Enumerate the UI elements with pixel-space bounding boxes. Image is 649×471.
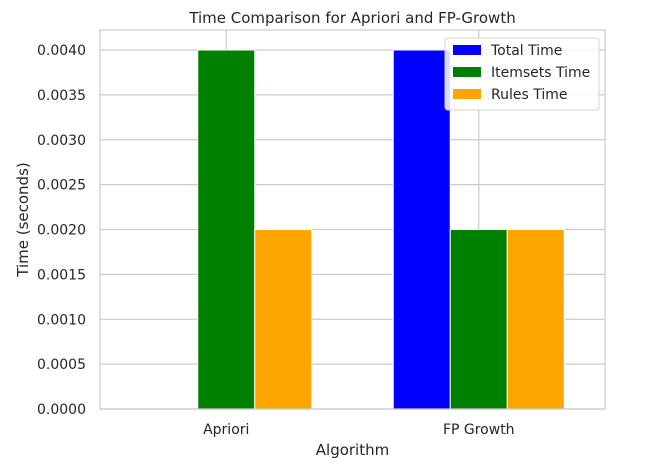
y-tick-label: 0.0025 [37,178,86,194]
legend-label: Itemsets Time [491,65,590,81]
legend-swatch [453,67,481,77]
bar [392,49,451,410]
bar [506,229,565,410]
y-tick-label: 0.0005 [37,357,86,373]
y-axis-title: Time (seconds) [14,162,32,278]
legend-box [444,37,600,111]
y-tick-label: 0.0000 [37,402,86,418]
legend-swatch [453,45,481,55]
bar [449,229,508,410]
legend-label: Rules Time [491,87,567,103]
y-tick-label: 0.0015 [37,267,86,283]
y-tick-labels: 0.0000 0.0005 0.0010 0.0015 0.0020 0.0025 0.00… [37,43,86,418]
x-axis-title: Algorithm [316,441,389,459]
x-tick-labels: Apriori FP Growth [203,422,514,438]
legend: Total Time Itemsets Time Rules Time [444,37,600,111]
y-tick-label: 0.0040 [37,43,86,59]
legend-swatch [453,89,481,99]
chart-title: Time Comparison for Apriori and FP-Growt… [188,9,515,27]
y-tick-label: 0.0010 [37,312,86,328]
bar [197,49,256,410]
y-tick-label: 0.0030 [37,133,86,149]
plot-frame [99,29,606,410]
x-tick-label: FP Growth [443,422,515,438]
y-tick-label: 0.0020 [37,223,86,239]
legend-label: Total Time [490,43,562,59]
bars-layer [197,49,565,410]
bar [254,229,313,410]
y-tick-label: 0.0035 [37,88,86,104]
x-tick-label: Apriori [203,422,249,438]
